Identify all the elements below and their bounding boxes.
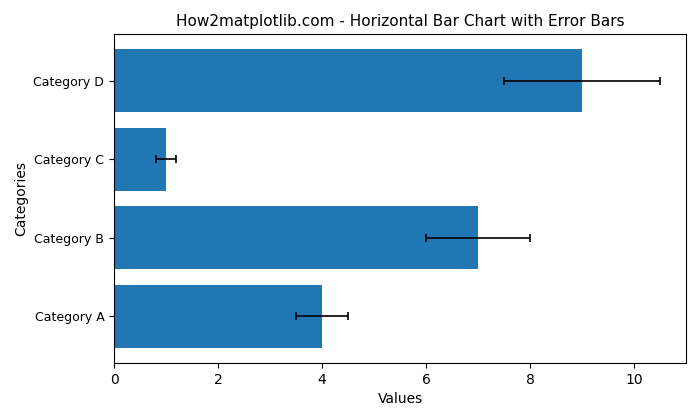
Title: How2matplotlib.com - Horizontal Bar Chart with Error Bars: How2matplotlib.com - Horizontal Bar Char… [176, 14, 624, 29]
Y-axis label: Categories: Categories [14, 161, 28, 236]
Bar [114, 128, 166, 191]
Bar [114, 206, 478, 269]
Bar [114, 49, 582, 112]
X-axis label: Values: Values [377, 392, 423, 406]
Bar [114, 285, 322, 348]
